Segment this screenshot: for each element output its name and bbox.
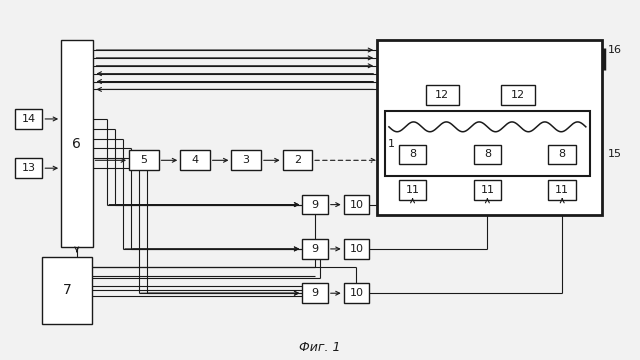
Text: 10: 10 <box>349 244 364 254</box>
Bar <box>426 85 459 105</box>
Bar <box>385 111 590 176</box>
Text: 8: 8 <box>484 149 491 159</box>
Bar <box>474 145 501 164</box>
Text: 11: 11 <box>481 185 494 195</box>
Text: 12: 12 <box>435 90 449 100</box>
Bar <box>377 40 602 215</box>
Text: 10: 10 <box>349 288 364 298</box>
Bar <box>42 257 92 324</box>
Text: 9: 9 <box>312 199 319 210</box>
Text: 14: 14 <box>22 114 36 124</box>
Text: 15: 15 <box>607 149 621 159</box>
Bar <box>548 145 576 164</box>
Bar <box>232 150 261 170</box>
Bar <box>474 180 501 200</box>
Text: 1: 1 <box>387 139 394 149</box>
Bar <box>399 145 426 164</box>
Bar <box>302 239 328 259</box>
Text: 9: 9 <box>312 288 319 298</box>
Text: 11: 11 <box>556 185 569 195</box>
Text: 8: 8 <box>409 149 416 159</box>
Bar <box>180 150 210 170</box>
Text: 2: 2 <box>294 155 301 165</box>
Bar <box>548 180 576 200</box>
Text: 11: 11 <box>406 185 420 195</box>
Bar <box>344 283 369 303</box>
Text: 13: 13 <box>22 163 36 173</box>
Bar <box>283 150 312 170</box>
Text: 7: 7 <box>63 283 71 297</box>
Bar <box>344 195 369 215</box>
Text: 4: 4 <box>191 155 198 165</box>
Text: 10: 10 <box>349 199 364 210</box>
Bar <box>344 239 369 259</box>
Bar <box>302 195 328 215</box>
Text: 6: 6 <box>72 136 81 150</box>
Text: Фиг. 1: Фиг. 1 <box>300 341 340 354</box>
Bar <box>399 180 426 200</box>
Bar <box>15 158 42 178</box>
Bar <box>302 283 328 303</box>
Text: 16: 16 <box>607 45 621 55</box>
Bar <box>501 85 535 105</box>
Bar <box>15 109 42 129</box>
Text: 3: 3 <box>243 155 250 165</box>
Bar <box>129 150 159 170</box>
Text: 5: 5 <box>140 155 147 165</box>
Text: 8: 8 <box>559 149 566 159</box>
Bar <box>61 40 93 247</box>
Text: 9: 9 <box>312 244 319 254</box>
Text: 12: 12 <box>511 90 525 100</box>
